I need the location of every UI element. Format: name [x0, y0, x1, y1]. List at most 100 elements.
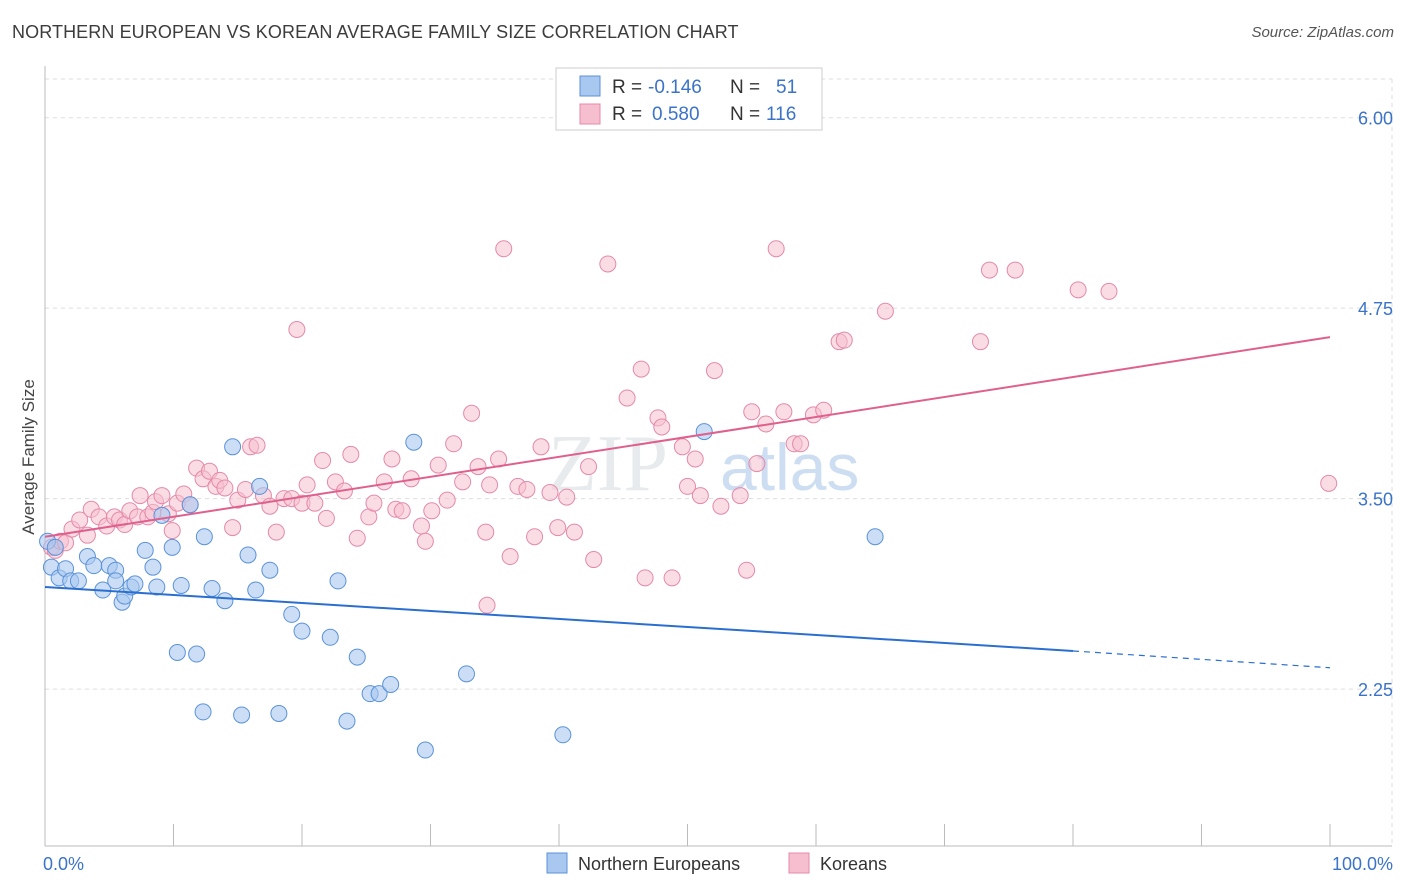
northern-european-point-18 — [144, 558, 162, 576]
korean-point-38 — [267, 523, 285, 541]
korean-point-53 — [375, 473, 393, 491]
northern-european-point-49 — [554, 726, 572, 744]
northern-european-point-39 — [321, 628, 339, 646]
korean-point-19 — [153, 487, 171, 505]
korean-point-102 — [792, 435, 810, 453]
stats-legend-n-value-pink: 116 — [766, 104, 796, 125]
northern-european-point-36 — [270, 704, 288, 722]
legend-label-koreans: Koreans — [820, 854, 887, 874]
korean-point-50 — [348, 529, 366, 547]
korean-point-90 — [679, 477, 696, 495]
koreans-trend-line — [44, 336, 1331, 538]
northern-european-point-51 — [866, 528, 884, 546]
korean-point-31 — [224, 519, 242, 537]
korean-point-59 — [416, 532, 434, 550]
korean-point-45 — [314, 452, 332, 470]
legend-swatch-koreans — [788, 852, 810, 874]
korean-point-70 — [495, 240, 513, 258]
korean-point-60 — [423, 502, 441, 520]
korean-point-5 — [71, 511, 89, 529]
axes — [44, 66, 1392, 847]
korean-point-84 — [632, 360, 650, 378]
korean-point-89 — [673, 438, 691, 456]
stats-legend-swatch-blue — [579, 75, 601, 97]
korean-point-87 — [653, 418, 671, 436]
y-tick-label-1: 3.50 — [1358, 490, 1393, 510]
korean-point-71 — [501, 548, 519, 566]
northern-european-point-35 — [261, 561, 279, 579]
y-tick-label-3: 6.00 — [1358, 109, 1393, 129]
korean-point-67 — [477, 523, 495, 541]
korean-point-65 — [463, 404, 481, 422]
northern-european-point-21 — [163, 538, 181, 556]
x-tick-label-min: 0.0% — [43, 854, 84, 874]
korean-point-56 — [393, 502, 411, 520]
korean-point-76 — [541, 484, 559, 502]
northern-european-point-37 — [283, 605, 301, 623]
northern-european-point-19 — [148, 578, 166, 596]
northern-european-point-45 — [382, 675, 400, 693]
korean-point-30 — [216, 479, 234, 497]
korean-point-49 — [342, 445, 360, 463]
northern-european-point-17 — [136, 541, 154, 559]
stats-legend-r-label-pink: R = — [612, 104, 642, 125]
grid-lines — [45, 78, 1393, 846]
trend-lines — [44, 336, 1331, 669]
korean-point-74 — [526, 528, 544, 546]
korean-point-88 — [663, 569, 681, 587]
northern-european-point-22 — [168, 644, 186, 661]
korean-point-97 — [743, 403, 761, 421]
korean-point-61 — [429, 456, 447, 474]
northern-european-point-42 — [348, 648, 366, 666]
northern-european-point-26 — [194, 703, 212, 721]
y-tick-label-0: 2.25 — [1358, 680, 1393, 700]
korean-point-107 — [876, 302, 894, 320]
korean-point-91 — [686, 450, 704, 468]
northern-european-point-28 — [203, 580, 221, 598]
y-tick-label-2: 4.75 — [1358, 299, 1393, 319]
korean-point-15 — [131, 487, 149, 505]
korean-point-68 — [481, 476, 499, 494]
korean-point-33 — [236, 480, 254, 498]
northern-european-point-33 — [247, 581, 265, 599]
northern-european-point-50 — [695, 423, 713, 441]
northern-european-point-30 — [224, 438, 242, 456]
northern-european-point-24 — [181, 496, 199, 514]
korean-point-94 — [712, 497, 730, 515]
y-axis-label: Average Family Size — [19, 379, 38, 535]
korean-point-95 — [731, 487, 749, 505]
korean-point-77 — [549, 519, 567, 537]
korean-point-44 — [306, 494, 324, 512]
korean-point-96 — [738, 561, 756, 579]
korean-point-73 — [518, 480, 536, 498]
koreans-points — [42, 240, 1338, 614]
northern-european-point-20 — [153, 506, 171, 524]
korean-point-114 — [767, 240, 785, 258]
korean-point-54 — [383, 450, 401, 468]
korean-point-46 — [317, 509, 335, 527]
northern-european-point-48 — [457, 665, 475, 683]
korean-point-83 — [618, 389, 636, 407]
korean-point-52 — [365, 494, 383, 512]
northern-european-point-25 — [188, 645, 206, 663]
chart-title: NORTHERN EUROPEAN VS KOREAN AVERAGE FAMI… — [12, 22, 739, 42]
korean-point-78 — [558, 488, 576, 506]
northern-european-point-6 — [69, 572, 87, 590]
korean-point-66 — [469, 458, 487, 476]
korean-point-109 — [980, 261, 998, 279]
chart-source: Source: ZipAtlas.com — [1251, 24, 1394, 41]
korean-point-111 — [1069, 281, 1087, 299]
northern-european-point-23 — [172, 576, 190, 594]
korean-point-113 — [1320, 474, 1338, 492]
korean-point-93 — [705, 362, 723, 380]
korean-point-98 — [748, 455, 766, 473]
northern-europeans-points — [39, 423, 884, 759]
legend-label-northern-europeans: Northern Europeans — [578, 854, 740, 874]
stats-legend: R = -0.146 N = 51 R = 0.580 N = 116 — [555, 67, 823, 131]
northern-european-point-47 — [416, 741, 434, 759]
stats-legend-n-label-pink: N = — [730, 104, 760, 125]
y-tick-labels: 2.25 3.50 4.75 6.00 — [1358, 109, 1393, 700]
korean-point-21 — [163, 522, 181, 540]
stats-legend-n-label-blue: N = — [730, 77, 760, 98]
